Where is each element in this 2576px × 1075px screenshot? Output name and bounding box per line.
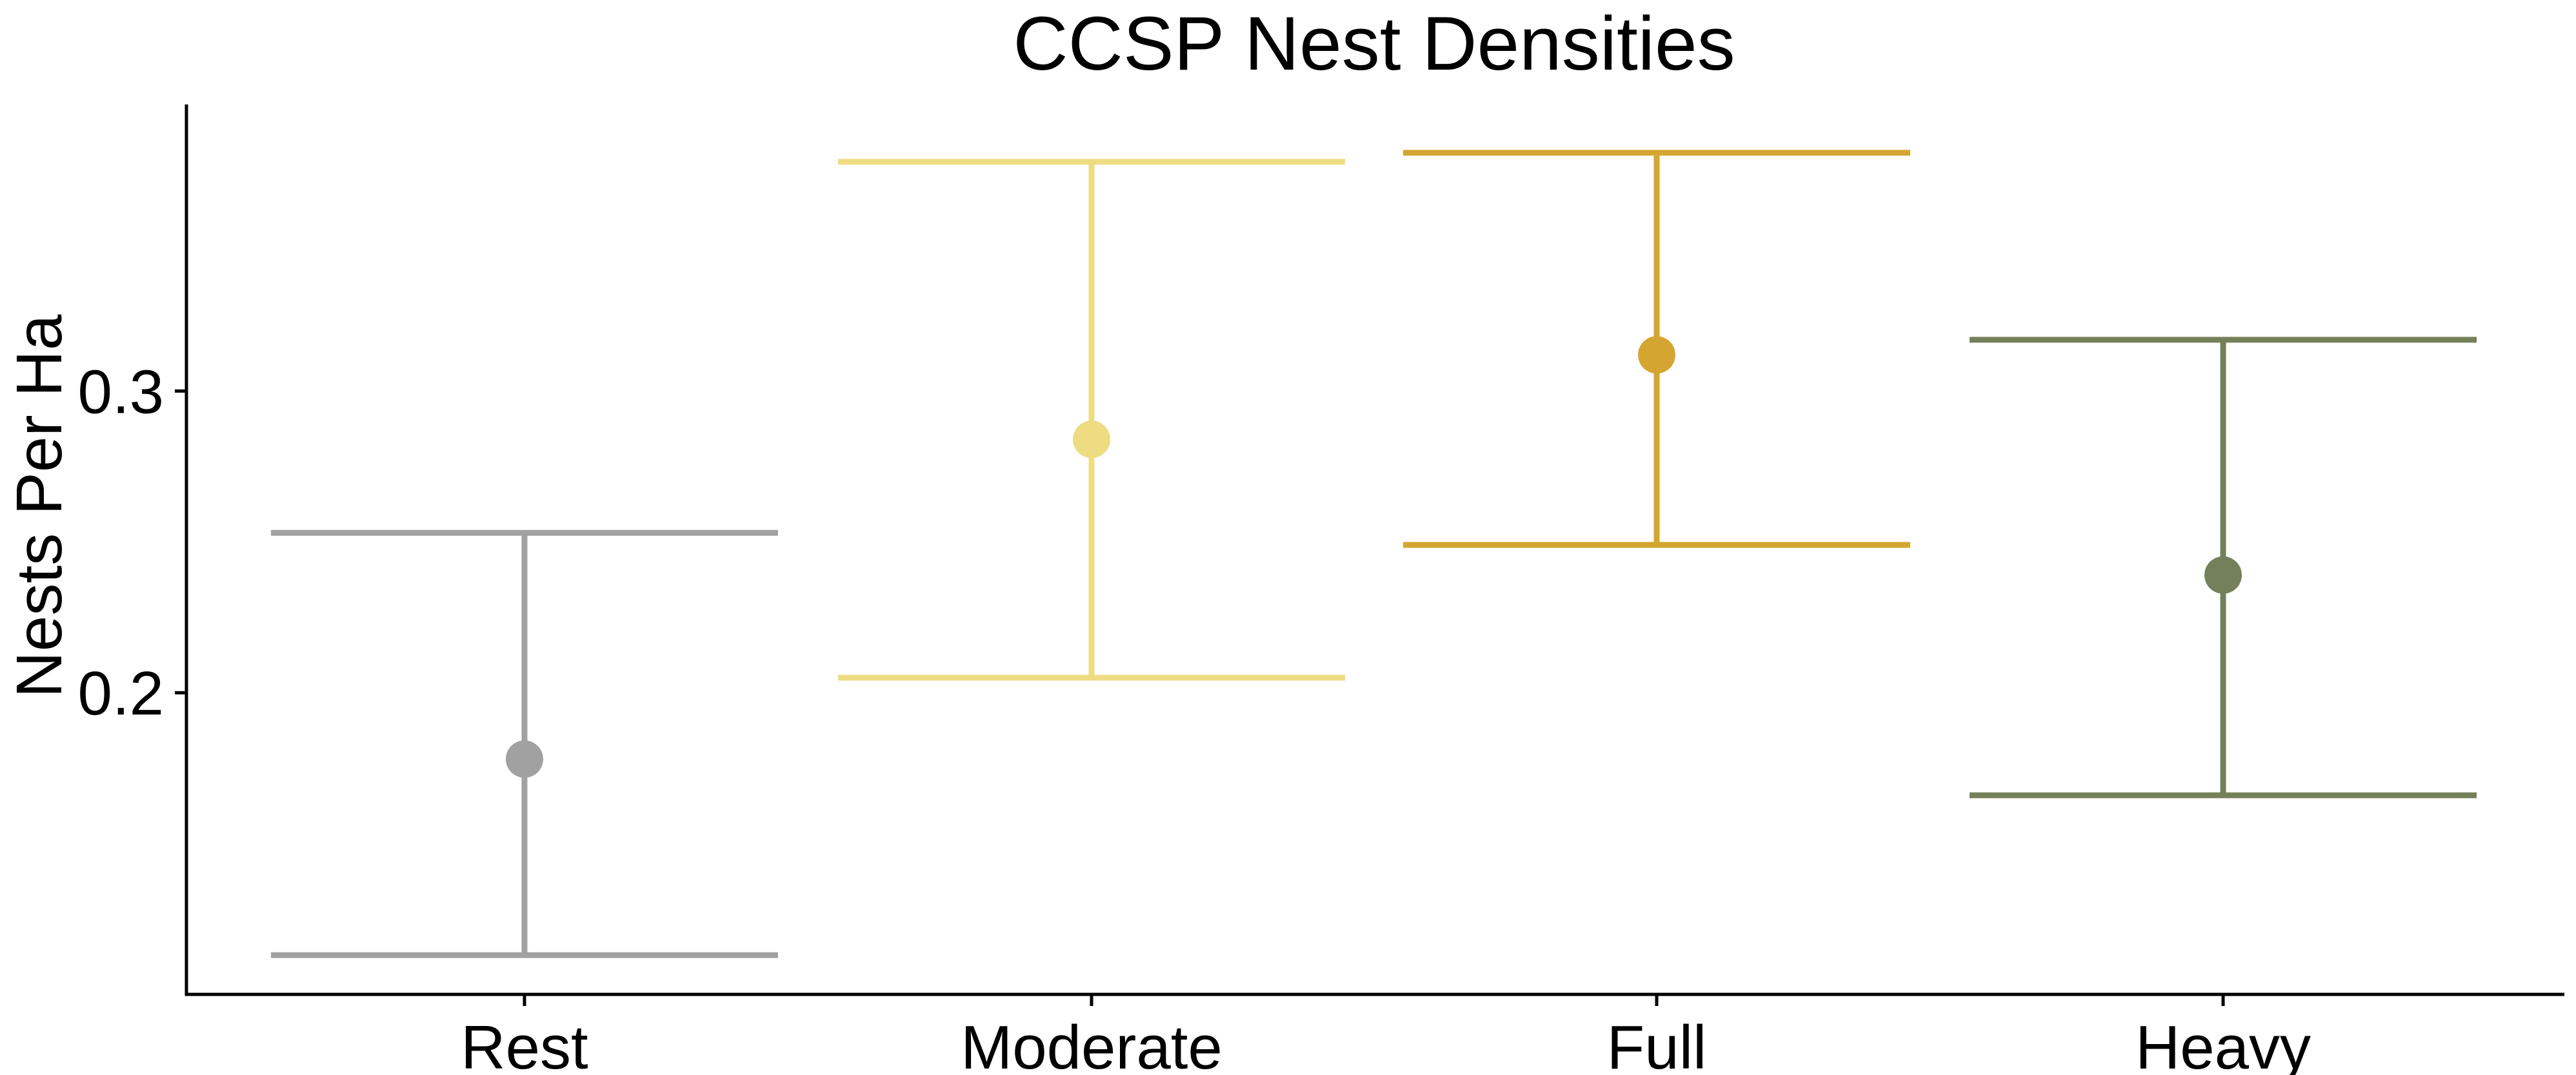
point-estimate (506, 740, 543, 778)
y-tick-label: 0.3 (78, 357, 164, 426)
x-tick-label: Heavy (2135, 1013, 2311, 1075)
error-bar-rest (271, 529, 778, 958)
x-tick-label: Full (1607, 1013, 1707, 1075)
point-estimate (1073, 420, 1110, 459)
point-estimate (1638, 336, 1675, 374)
error-bar-full (1403, 150, 1910, 548)
point-estimate (2204, 556, 2242, 594)
y-axis-label: Nests Per Ha (3, 314, 75, 698)
error-bar-series (271, 150, 2477, 958)
y-ticks: 0.2 0.3 (78, 357, 186, 728)
x-tick-label: Rest (461, 1013, 588, 1075)
error-bar-moderate (838, 159, 1345, 681)
y-tick-label: 0.2 (78, 659, 164, 728)
chart-title: CCSP Nest Densities (1013, 1, 1735, 86)
x-ticks: Rest Moderate Full Heavy (461, 994, 2311, 1075)
x-tick-label: Moderate (961, 1013, 1223, 1075)
error-bar-heavy (1970, 337, 2477, 798)
